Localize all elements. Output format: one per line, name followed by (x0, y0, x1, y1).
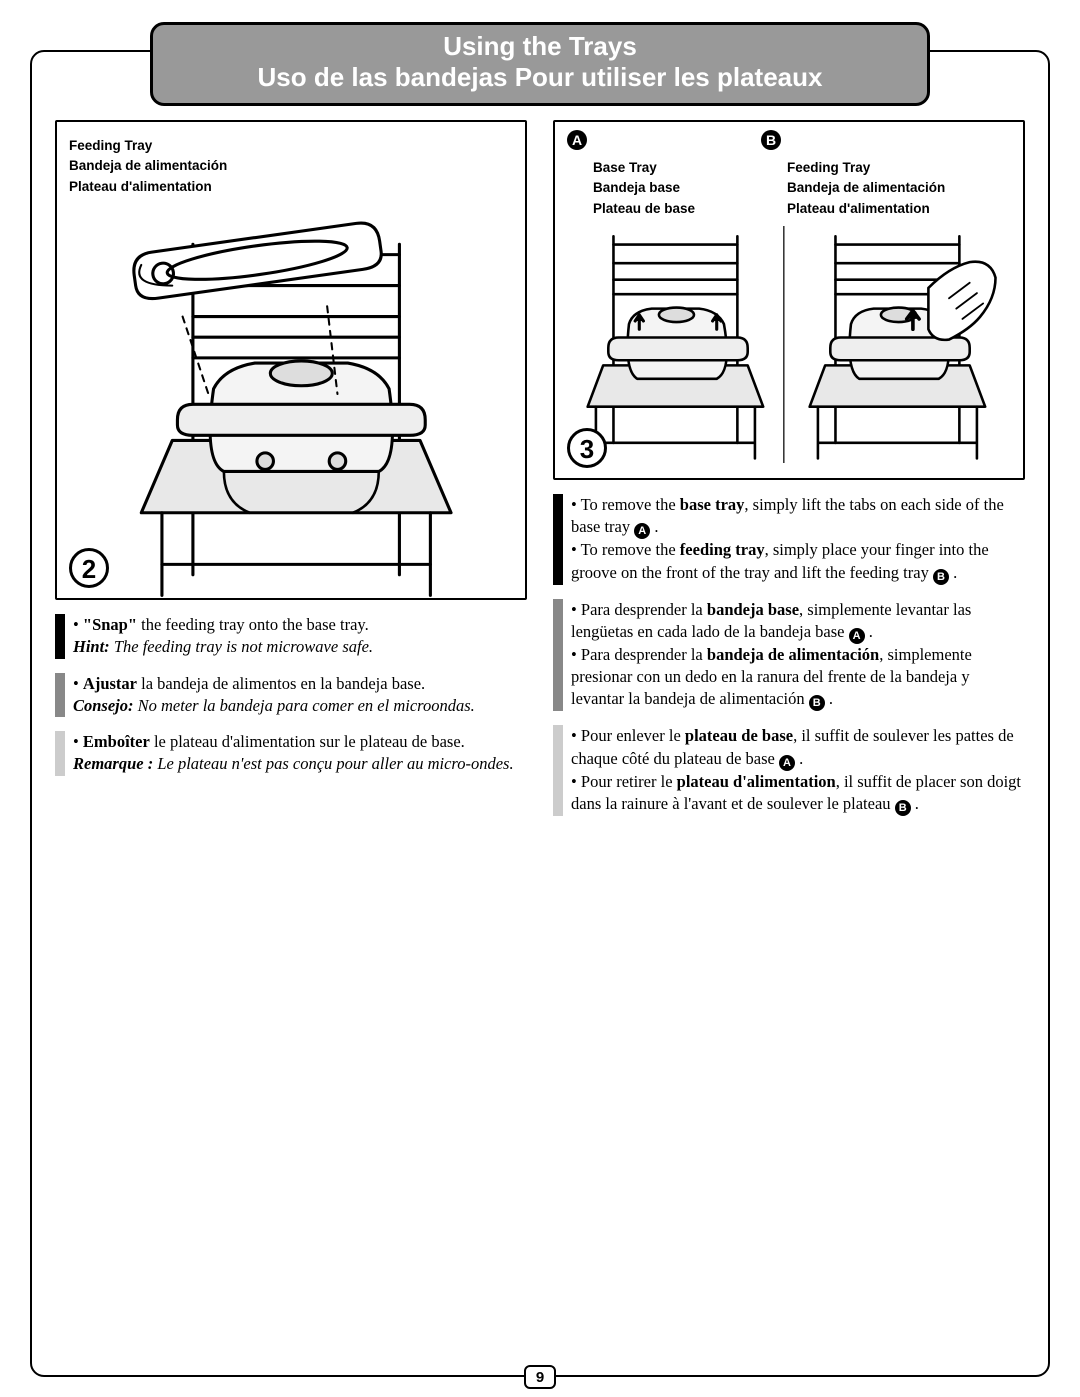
step2-en-line: • "Snap" the feeding tray onto the base … (73, 615, 369, 634)
s3fr1a: • Pour enlever le (571, 726, 685, 745)
step2-instr-fr: • Emboîter le plateau d'alimentation sur… (55, 731, 527, 776)
step2-fr-bold: Emboîter (83, 732, 150, 751)
step2-instr-es: • Ajustar la bandeja de alimentos en la … (55, 673, 527, 718)
lang-bar-fr (553, 725, 563, 816)
fig3-labelA-en: Base Tray (593, 158, 695, 178)
s3fr2d: . (911, 794, 919, 813)
page-number: 9 (524, 1365, 556, 1389)
figure-step2: Feeding Tray Bandeja de alimentación Pla… (55, 120, 527, 600)
s3es1b: bandeja base (707, 600, 799, 619)
step2-fr-hint: Le plateau n'est pas conçu pour aller au… (153, 754, 513, 773)
content-columns: Feeding Tray Bandeja de alimentación Pla… (55, 120, 1025, 816)
s3en1a: • To remove the (571, 495, 680, 514)
badge-inline-A-es: A (849, 628, 865, 644)
s3fr2a: • Pour retirer le (571, 772, 677, 791)
badge-inline-B-fr: B (895, 800, 911, 816)
fig3-labelA-fr: Plateau de base (593, 199, 695, 219)
s3en2a: • To remove the (571, 540, 680, 559)
step2-fr-lead: • (73, 732, 83, 751)
step2-es-hint-label: Consejo: (73, 696, 134, 715)
fig3-sublabels: A B Base Tray Bandeja base Plateau de ba… (567, 136, 1011, 226)
s3es1a: • Para desprender la (571, 600, 707, 619)
s3es1d: . (865, 622, 873, 641)
s3es2d: . (825, 689, 833, 708)
fig3-labelB-en: Feeding Tray (787, 158, 945, 178)
step2-en-text: • "Snap" the feeding tray onto the base … (73, 614, 527, 659)
s3en1b: base tray (680, 495, 745, 514)
chair-illustration-step3 (567, 226, 1011, 463)
fig3-labelB: Feeding Tray Bandeja de alimentación Pla… (787, 158, 945, 219)
fig2-labels: Feeding Tray Bandeja de alimentación Pla… (69, 136, 513, 197)
lang-bar-es (553, 599, 563, 712)
s3fr1b: plateau de base (685, 726, 793, 745)
step2-fr-text: • Emboîter le plateau d'alimentation sur… (73, 731, 527, 776)
fig3-labelB-es: Bandeja de alimentación (787, 178, 945, 198)
step2-fr-hint-label: Remarque : (73, 754, 153, 773)
step3-es-text: • Para desprender la bandeja base, simpl… (571, 599, 1025, 712)
s3en2b: feeding tray (680, 540, 765, 559)
fig2-label-fr: Plateau d'alimentation (69, 177, 513, 197)
step2-es-hint: No meter la bandeja para comer en el mic… (134, 696, 475, 715)
step2-es-text: • Ajustar la bandeja de alimentos en la … (73, 673, 527, 718)
title-en: Using the Trays (163, 31, 917, 62)
figure-step3: A B Base Tray Bandeja base Plateau de ba… (553, 120, 1025, 480)
fig2-label-es: Bandeja de alimentación (69, 156, 513, 176)
s3fr2b: plateau d'alimentation (677, 772, 836, 791)
badge-inline-B: B (933, 569, 949, 585)
s3en1d: . (650, 517, 658, 536)
step-number-3: 3 (567, 428, 607, 468)
step2-es-rest: la bandeja de alimentos en la bandeja ba… (137, 674, 425, 693)
fig2-label-en: Feeding Tray (69, 136, 513, 156)
step3-fr-text: • Pour enlever le plateau de base, il su… (571, 725, 1025, 816)
lang-bar-en (553, 494, 563, 585)
title-banner: Using the Trays Uso de las bandejas Pour… (150, 22, 930, 106)
step2-en-hint-label: Hint: (73, 637, 110, 656)
badge-B: B (761, 130, 781, 150)
fig3-labelB-fr: Plateau d'alimentation (787, 199, 945, 219)
badge-inline-A-fr: A (779, 755, 795, 771)
step2-instr-en: • "Snap" the feeding tray onto the base … (55, 614, 527, 659)
title-es-fr: Uso de las bandejas Pour utiliser les pl… (163, 62, 917, 93)
step2-es-bold: Ajustar (83, 674, 137, 693)
s3en2d: . (949, 563, 957, 582)
fig3-labelA: Base Tray Bandeja base Plateau de base (593, 158, 695, 219)
s3fr1d: . (795, 749, 803, 768)
step2-en-hint: The feeding tray is not microwave safe. (110, 637, 373, 656)
step3-en-text: • To remove the base tray, simply lift t… (571, 494, 1025, 585)
badge-inline-A: A (634, 523, 650, 539)
step-number-2: 2 (69, 548, 109, 588)
lang-bar-es (55, 673, 65, 718)
s3es2b: bandeja de alimentación (707, 645, 879, 664)
s3es2a: • Para desprender la (571, 645, 707, 664)
lang-bar-en (55, 614, 65, 659)
badge-A: A (567, 130, 587, 150)
col-left: Feeding Tray Bandeja de alimentación Pla… (55, 120, 527, 816)
step2-fr-rest: le plateau d'alimentation sur le plateau… (150, 732, 465, 751)
step3-instr-fr: • Pour enlever le plateau de base, il su… (553, 725, 1025, 816)
lang-bar-fr (55, 731, 65, 776)
col-right: A B Base Tray Bandeja base Plateau de ba… (553, 120, 1025, 816)
fig3-labelA-es: Bandeja base (593, 178, 695, 198)
step2-es-lead: • (73, 674, 83, 693)
step3-instr-en: • To remove the base tray, simply lift t… (553, 494, 1025, 585)
step3-instr-es: • Para desprender la bandeja base, simpl… (553, 599, 1025, 712)
badge-inline-B-es: B (809, 695, 825, 711)
chair-illustration-step2 (69, 203, 513, 606)
